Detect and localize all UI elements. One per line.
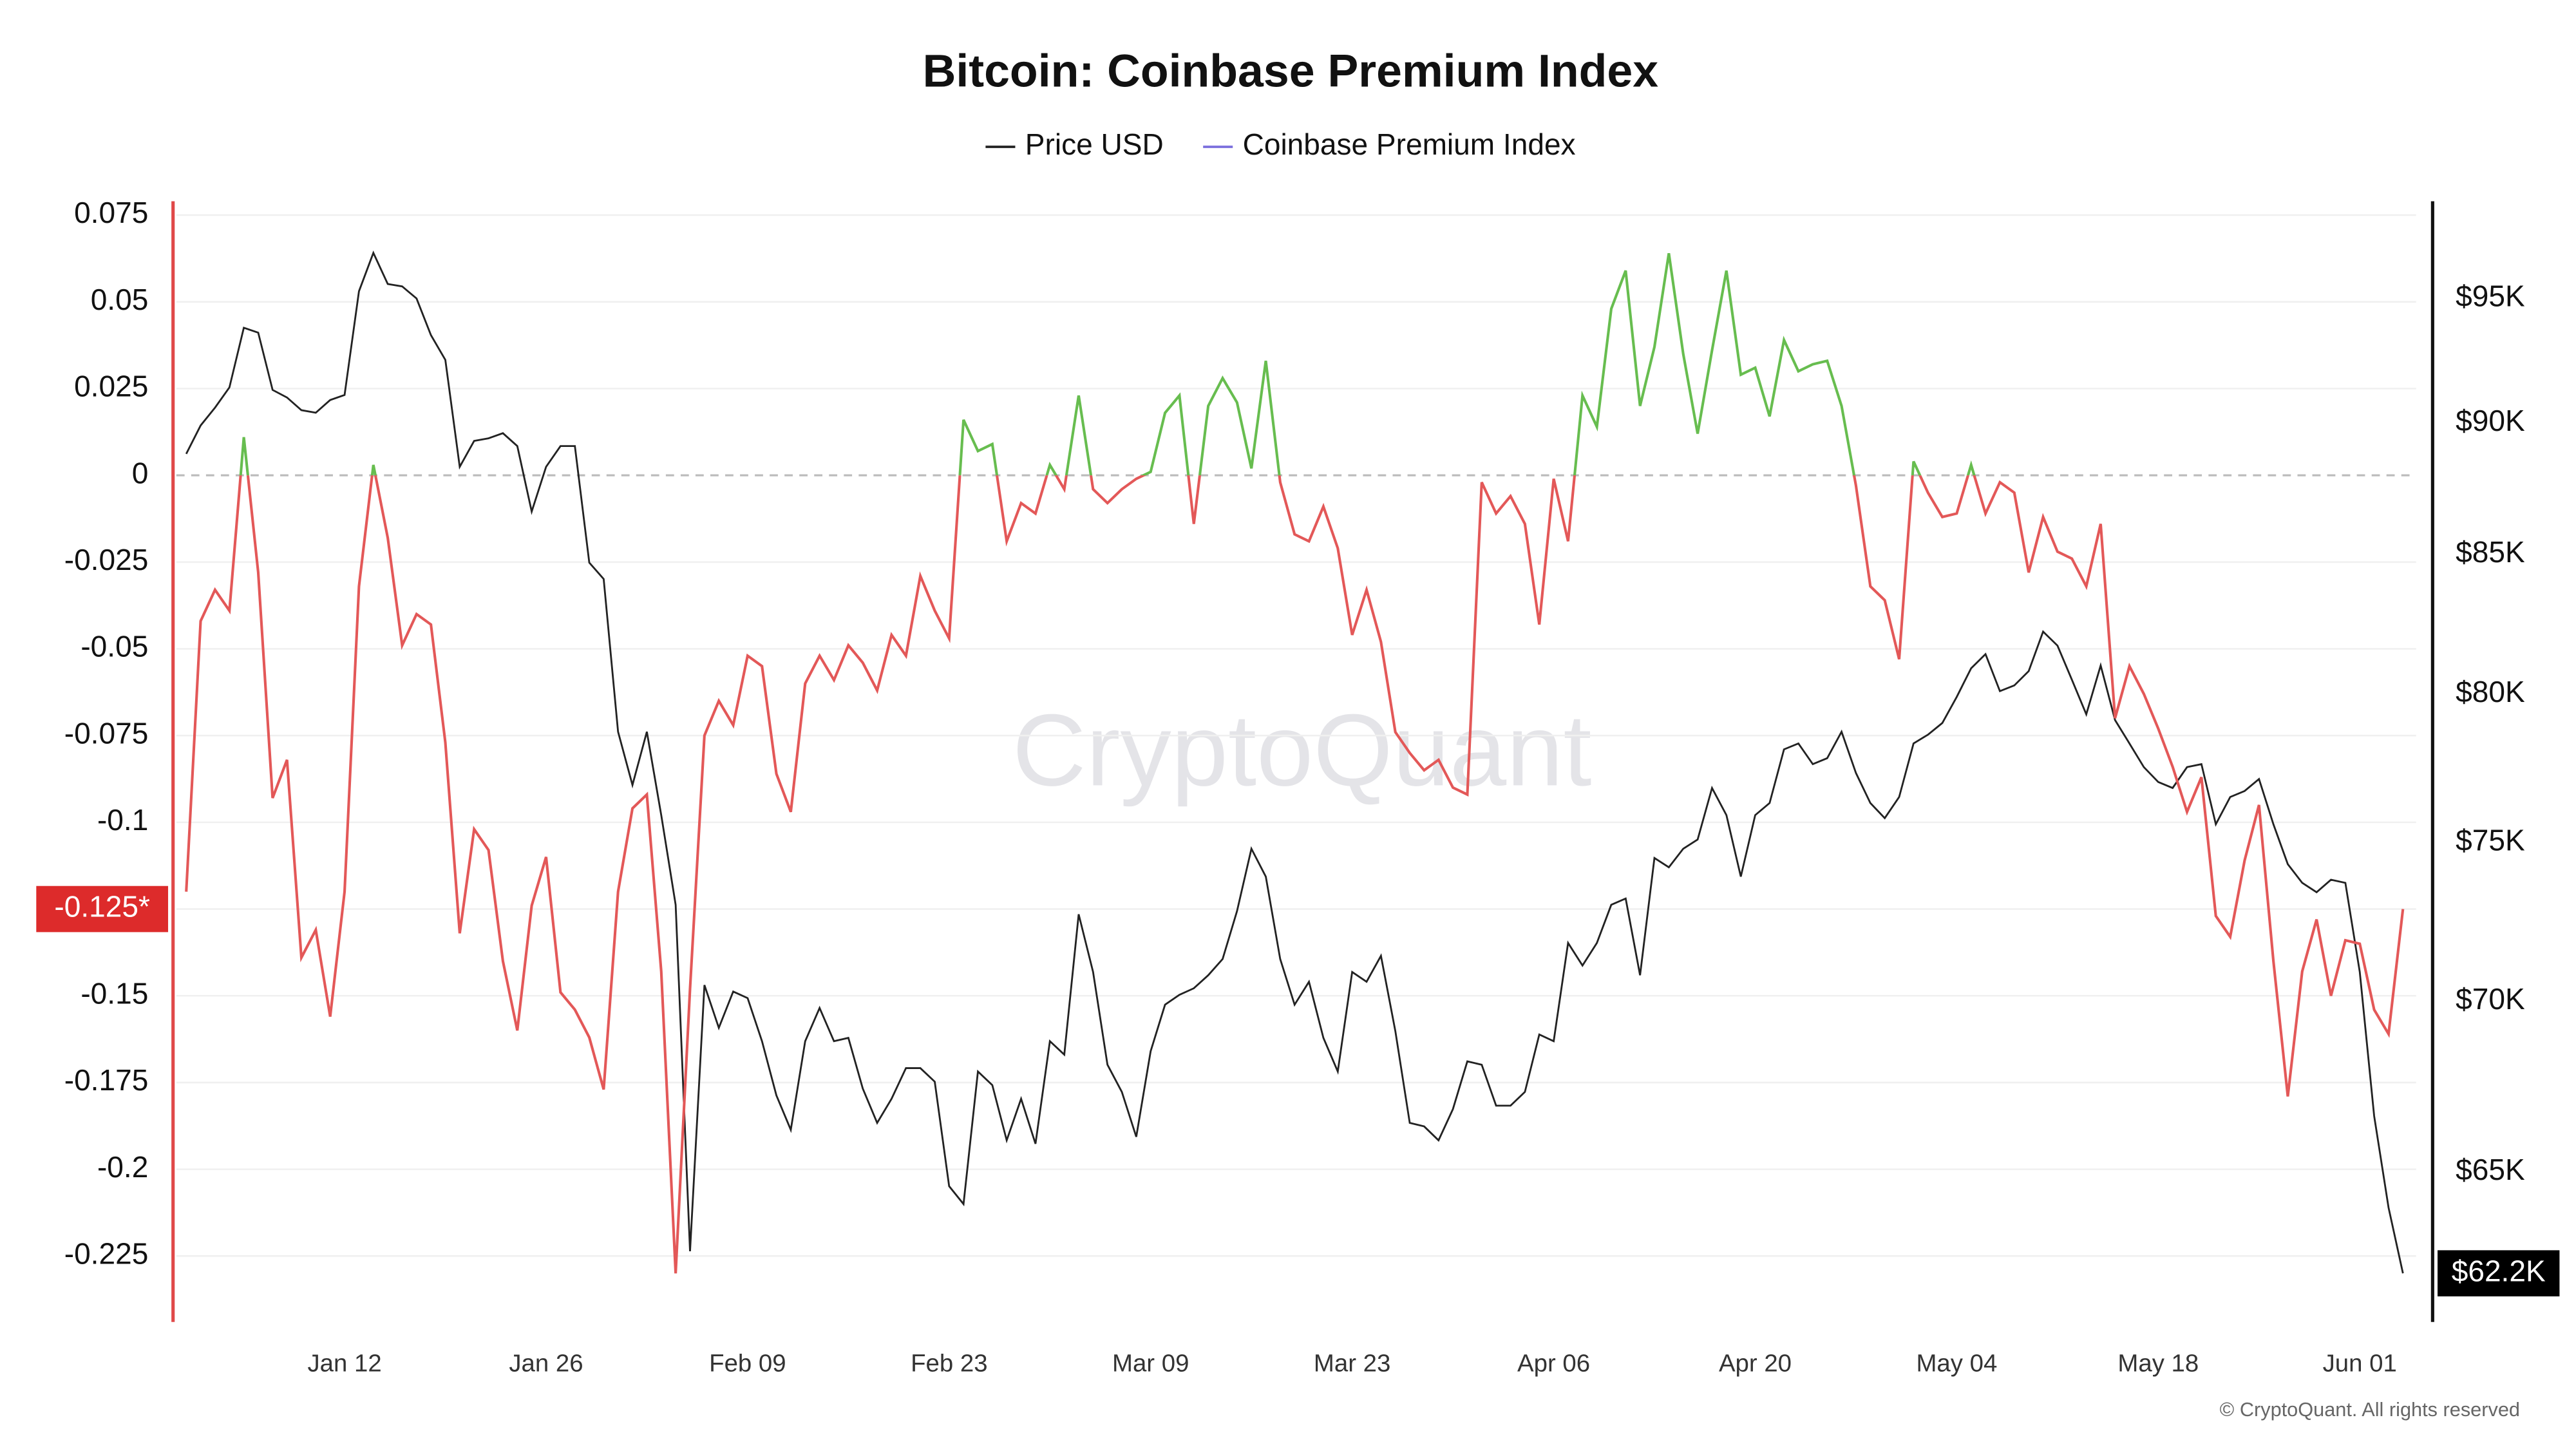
x-tick-label: May 18 xyxy=(2117,1349,2199,1377)
x-tick-label: Feb 09 xyxy=(709,1349,786,1377)
y2-tick-label: $75K xyxy=(2456,824,2525,857)
y-tick-label: -0.1 xyxy=(97,803,148,837)
y-tick-label: -0.075 xyxy=(64,716,149,750)
chart-title: Bitcoin: Coinbase Premium Index xyxy=(923,45,1659,97)
y-tick-label: -0.15 xyxy=(80,976,148,1010)
y-tick-label: 0.05 xyxy=(91,283,149,316)
x-tick-label: Jan 12 xyxy=(307,1349,381,1377)
x-tick-label: Mar 23 xyxy=(1314,1349,1390,1377)
copyright: © CryptoQuant. All rights reserved xyxy=(2220,1398,2520,1421)
legend-label: Price USD xyxy=(1025,128,1164,161)
x-tick-label: Jan 26 xyxy=(509,1349,583,1377)
y2-tick-label: $95K xyxy=(2456,279,2525,313)
x-tick-label: Apr 20 xyxy=(1719,1349,1792,1377)
x-tick-label: Jun 01 xyxy=(2323,1349,2397,1377)
price-line xyxy=(185,251,2404,1274)
y-tick-label: 0 xyxy=(132,456,149,489)
y-tick-label: 0.075 xyxy=(74,196,148,229)
y2-tick-label: $65K xyxy=(2456,1153,2525,1186)
y-tick-label: -0.05 xyxy=(80,630,148,663)
x-tick-label: Apr 06 xyxy=(1517,1349,1590,1377)
x-tick-label: Feb 23 xyxy=(911,1349,987,1377)
y-tick-label: 0.025 xyxy=(74,370,148,403)
y-tick-label: -0.175 xyxy=(64,1063,149,1097)
y-tick-label: -0.2 xyxy=(97,1150,148,1184)
y2-tick-label: $90K xyxy=(2456,404,2525,437)
watermark: CryptoQuant xyxy=(1012,692,1592,807)
last-value-badge xyxy=(36,886,169,933)
last-value-label: -0.125* xyxy=(54,890,150,923)
y2-tick-label: $80K xyxy=(2456,675,2525,708)
premium-line-negative xyxy=(185,475,2405,1274)
last-value-label: $62.2K xyxy=(2452,1254,2546,1287)
y-tick-label: -0.025 xyxy=(64,543,149,576)
x-tick-label: Mar 09 xyxy=(1112,1349,1189,1377)
legend-label: Coinbase Premium Index xyxy=(1243,128,1576,161)
x-tick-label: May 04 xyxy=(1916,1349,1997,1377)
y-tick-label: -0.225 xyxy=(64,1237,149,1271)
last-value-badge xyxy=(2438,1250,2560,1297)
y2-tick-label: $70K xyxy=(2456,982,2525,1016)
y2-tick-label: $85K xyxy=(2456,535,2525,569)
